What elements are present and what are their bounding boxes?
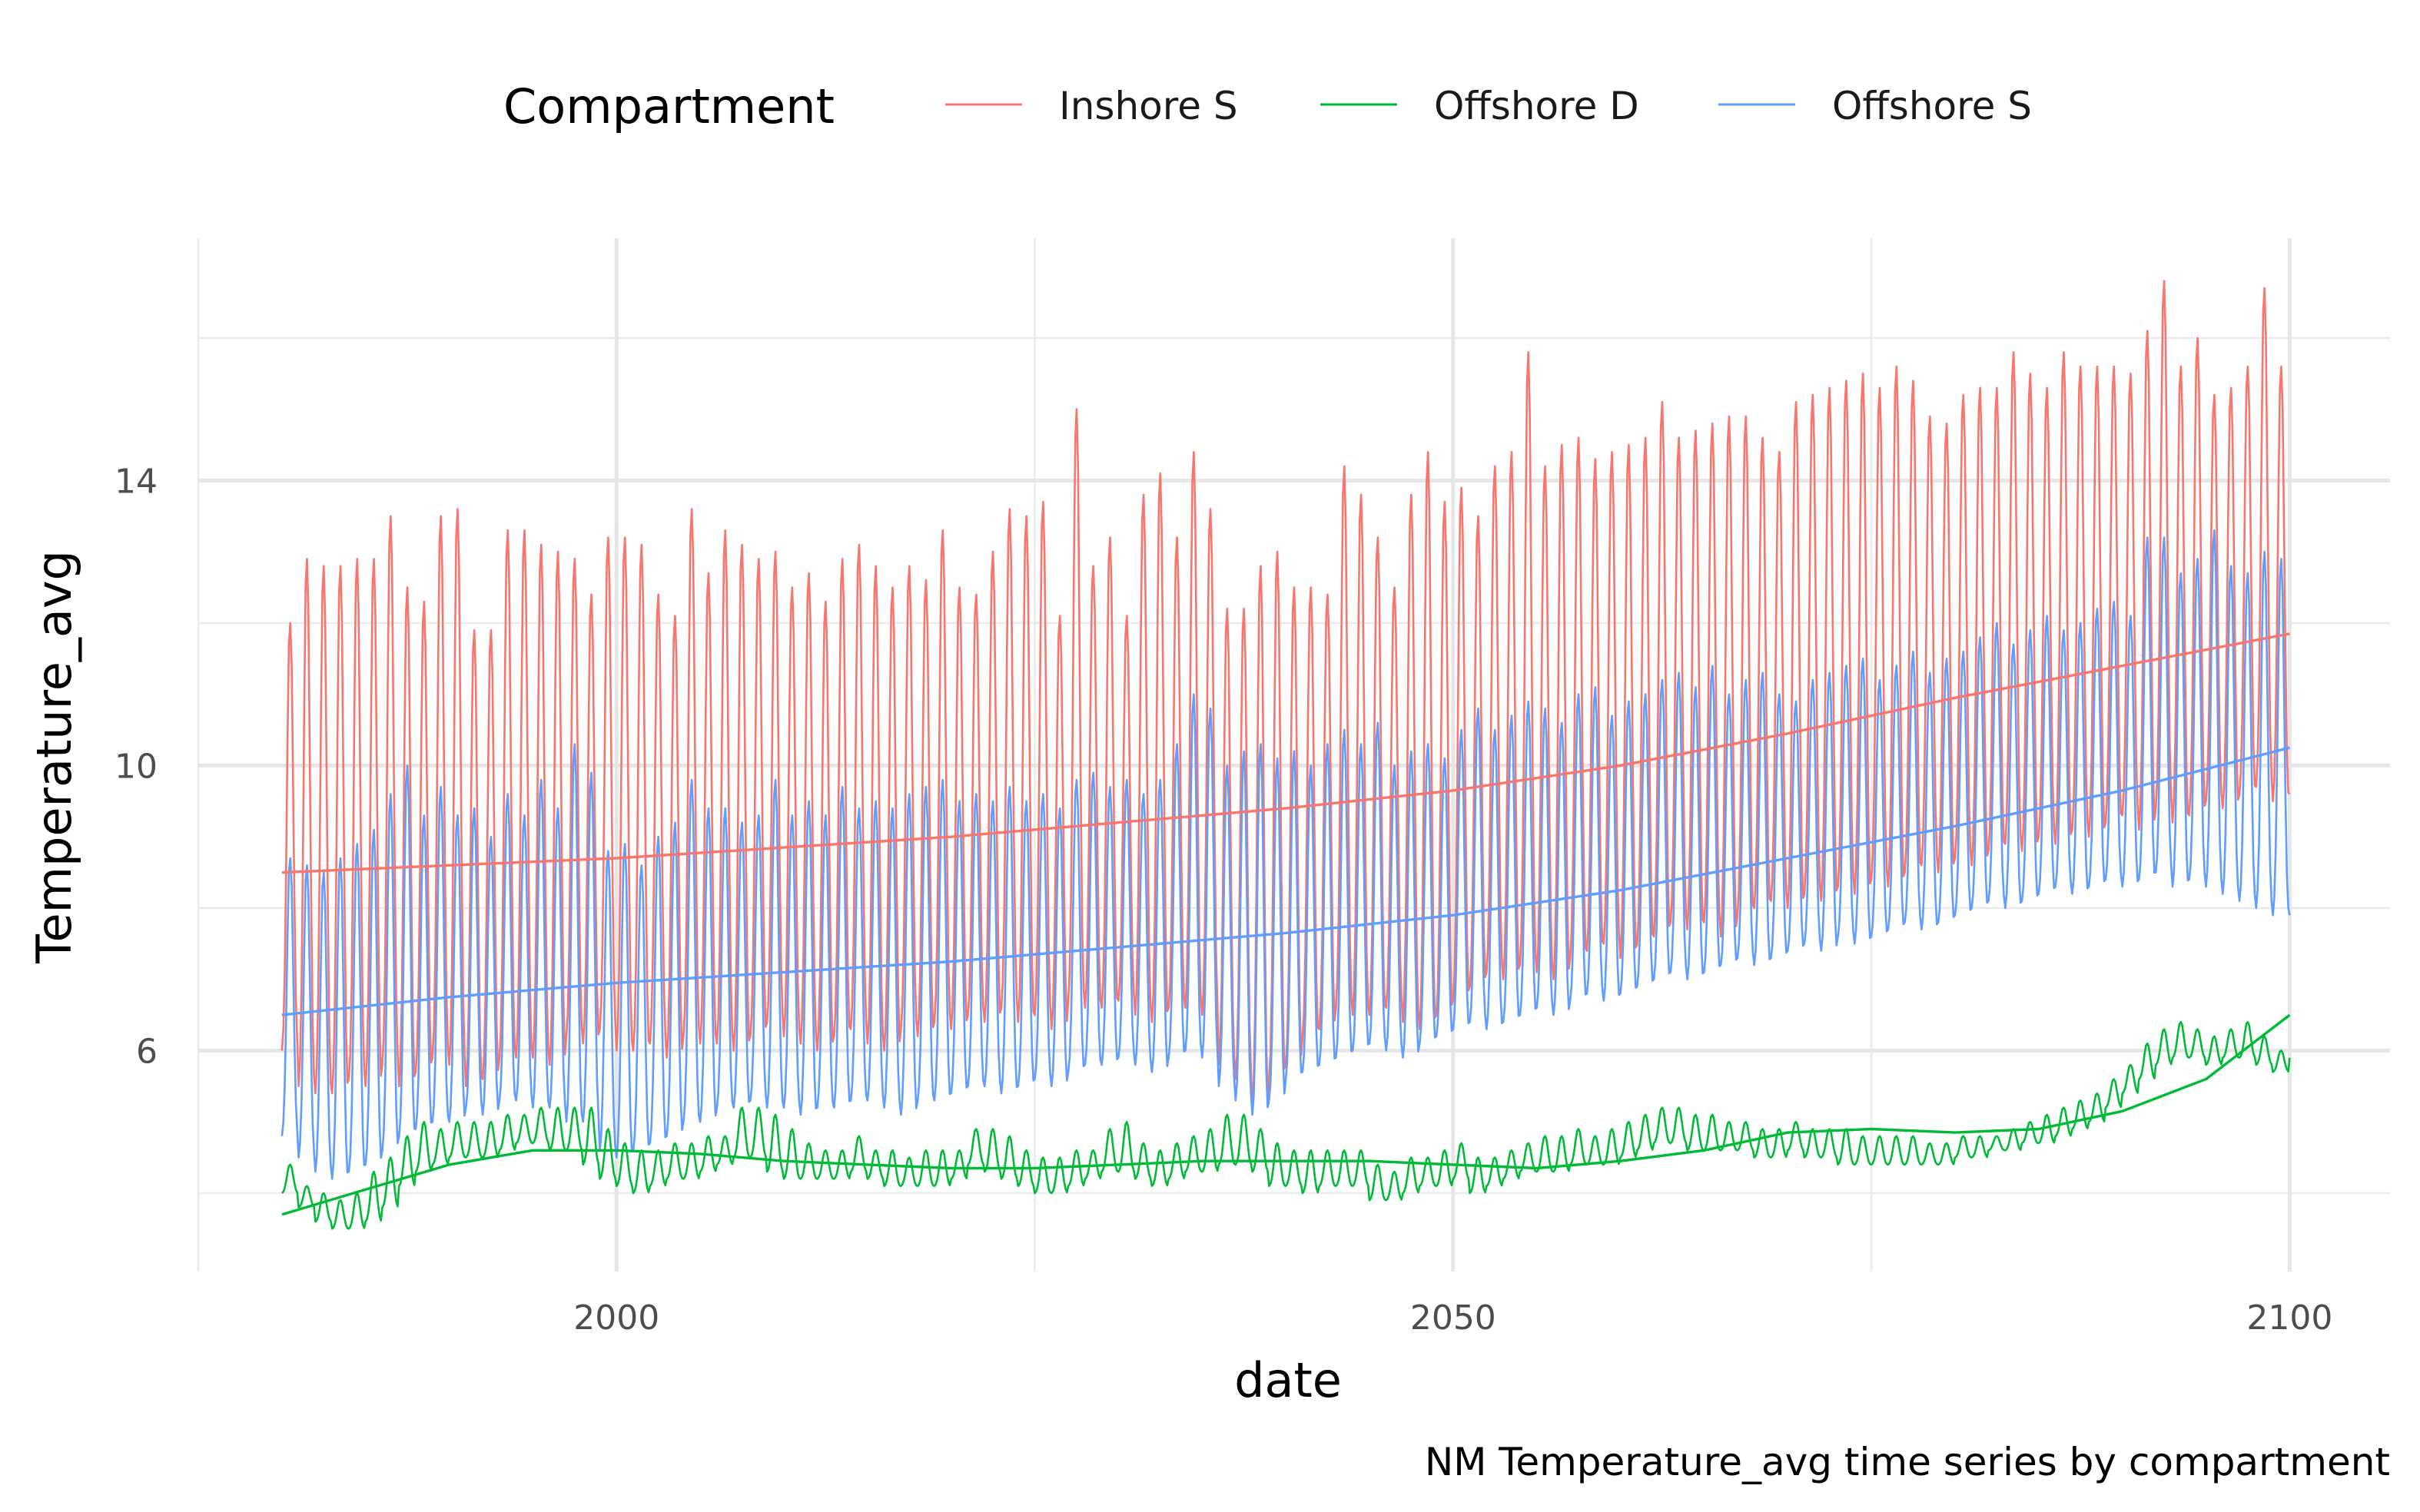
x-axis-title: date (1234, 1352, 1342, 1408)
series-line (281, 529, 2291, 1180)
series-offshore-s (281, 529, 2291, 1180)
legend-label-offshore-s: Offshore S (1832, 84, 2032, 128)
series-inshore-s (281, 280, 2291, 1109)
trend-line-inshore-s (281, 632, 2290, 874)
legend-label-inshore-s: Inshore S (1059, 84, 1238, 128)
y-tick-label: 10 (115, 747, 158, 786)
legend-label-offshore-d: Offshore D (1434, 84, 1639, 128)
trend-line-offshore-s (281, 746, 2290, 1016)
y-tick-label: 14 (115, 462, 158, 501)
legend: Compartment Inshore S Offshore D Offshor… (503, 78, 2032, 134)
x-tick-label: 2000 (573, 1298, 659, 1338)
y-tick-label: 6 (136, 1032, 158, 1071)
tick-labels: 2000 2050 2100 6 10 14 (115, 462, 2332, 1338)
y-axis-title: Temperature_avg (26, 550, 82, 964)
series-line (281, 280, 2291, 1109)
x-tick-label: 2100 (2246, 1298, 2332, 1338)
plot-area (281, 280, 2291, 1230)
trend-line-offshore-d (281, 1013, 2291, 1216)
x-tick-label: 2050 (1410, 1298, 1496, 1338)
legend-title: Compartment (503, 78, 835, 134)
caption: NM Temperature_avg time series by compar… (1425, 1440, 2390, 1484)
series-line (281, 1021, 2291, 1230)
series-offshore-d (281, 1021, 2291, 1230)
